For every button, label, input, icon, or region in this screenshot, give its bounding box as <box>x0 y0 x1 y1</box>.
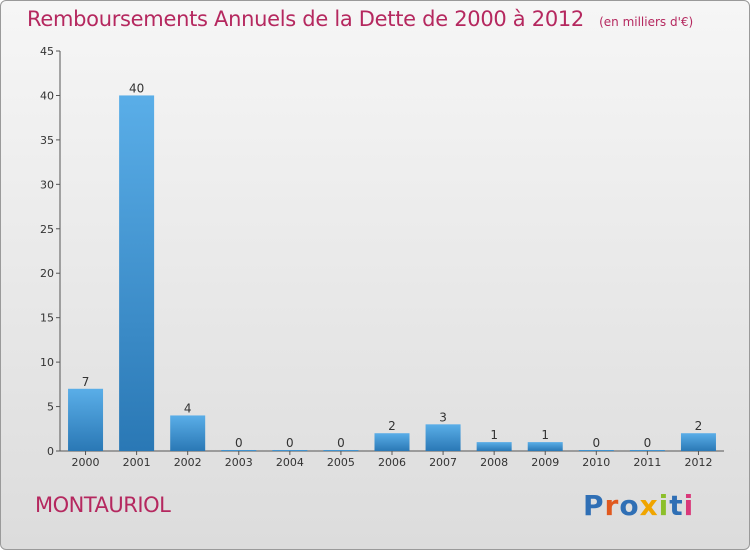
bar <box>527 442 563 451</box>
logo-letter: o <box>619 489 640 522</box>
y-tick-label: 15 <box>40 312 54 325</box>
x-tick-label: 2007 <box>429 456 457 469</box>
data-label: 7 <box>82 375 90 389</box>
x-tick-label: 2001 <box>123 456 151 469</box>
data-label: 2 <box>695 419 703 433</box>
chart-title: Remboursements Annuels de la Dette de 20… <box>27 7 584 31</box>
commune-name: MONTAURIOL <box>35 493 171 517</box>
data-label: 0 <box>337 436 345 450</box>
chart-subtitle: (en milliers d'€) <box>599 15 694 29</box>
bar <box>119 95 155 451</box>
bar <box>629 450 665 451</box>
bar <box>578 450 614 451</box>
bar <box>221 450 257 451</box>
x-tick-label: 2010 <box>582 456 610 469</box>
data-label: 2 <box>388 419 396 433</box>
x-tick-label: 2003 <box>225 456 253 469</box>
bar <box>272 450 308 451</box>
data-label: 0 <box>644 436 652 450</box>
logo-letter: i <box>658 489 670 522</box>
data-label: 40 <box>129 81 144 95</box>
data-label: 1 <box>541 428 549 442</box>
bar <box>680 433 716 451</box>
bar <box>170 415 206 451</box>
x-tick-label: 2005 <box>327 456 355 469</box>
x-tick-label: 2012 <box>684 456 712 469</box>
bar <box>68 388 104 451</box>
logo-letter: r <box>604 489 620 522</box>
data-label: 0 <box>286 436 294 450</box>
data-label: 3 <box>439 410 447 424</box>
y-tick-label: 40 <box>40 89 54 102</box>
title-row: Remboursements Annuels de la Dette de 20… <box>27 7 693 31</box>
data-label: 4 <box>184 401 192 415</box>
y-tick-label: 25 <box>40 223 54 236</box>
y-tick-label: 35 <box>40 134 54 147</box>
x-tick-label: 2011 <box>633 456 661 469</box>
logo-letter: P <box>583 489 605 522</box>
logo-letter: i <box>683 489 695 522</box>
x-tick-label: 2006 <box>378 456 406 469</box>
bar <box>323 450 359 451</box>
logo-letter: x <box>639 489 659 522</box>
y-tick-label: 0 <box>47 445 54 458</box>
bar <box>374 433 410 451</box>
data-label: 0 <box>235 436 243 450</box>
data-label: 0 <box>592 436 600 450</box>
y-tick-label: 5 <box>47 401 54 414</box>
data-label: 1 <box>490 428 498 442</box>
x-tick-label: 2002 <box>174 456 202 469</box>
x-tick-label: 2004 <box>276 456 304 469</box>
x-tick-label: 2009 <box>531 456 559 469</box>
y-tick-label: 30 <box>40 178 54 191</box>
logo-letter: t <box>669 489 684 522</box>
y-tick-label: 20 <box>40 267 54 280</box>
x-tick-label: 2000 <box>72 456 100 469</box>
y-tick-label: 10 <box>40 356 54 369</box>
y-tick-label: 45 <box>40 45 54 58</box>
proxiti-logo[interactable]: Proxiti <box>583 489 694 522</box>
bar <box>476 442 512 451</box>
bar <box>425 424 461 451</box>
x-tick-label: 2008 <box>480 456 508 469</box>
